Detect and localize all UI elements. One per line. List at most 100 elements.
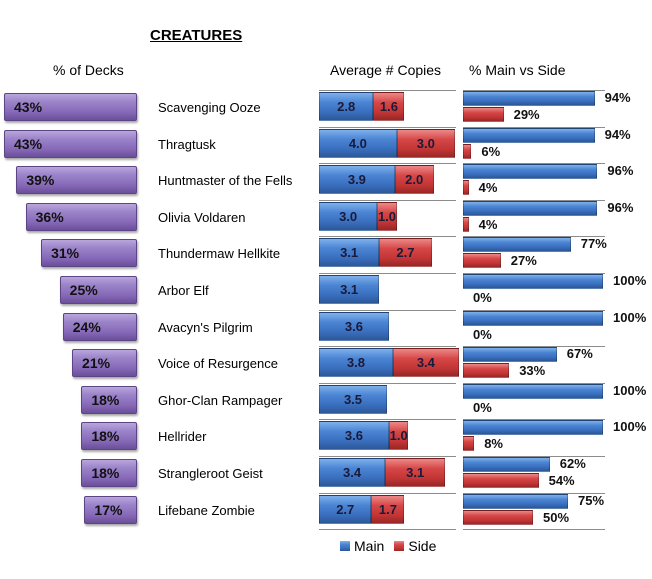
pct-main-label: 96%: [607, 163, 634, 179]
category-label: Lifebane Zombie: [158, 502, 255, 518]
pct-side-bar: [463, 509, 533, 525]
pct-main-bar: [463, 383, 603, 399]
decks-bar: [72, 349, 137, 378]
copies-main-bar: 3.0: [319, 201, 378, 231]
copies-main-bar: 3.1: [319, 238, 380, 268]
main-side-separator: [463, 456, 605, 457]
pct-side-bar: [463, 253, 501, 269]
copies-separator: [319, 90, 456, 91]
pct-side-bar: [463, 143, 472, 159]
decks-bar: [16, 166, 137, 195]
category-label: Arbor Elf: [158, 283, 209, 298]
pct-side-label: 33%: [519, 363, 546, 379]
pct-main-bar: [463, 420, 603, 436]
pct-side-label: 0%: [473, 290, 492, 305]
decks-bar: [84, 495, 137, 524]
copies-side-bar: 1.0: [388, 421, 409, 451]
category-label: Strangleroot Geist: [158, 466, 263, 481]
decks-bar-label: 18%: [91, 428, 120, 445]
pct-main-bar: [463, 127, 595, 143]
main-side-separator: [463, 529, 605, 531]
main-side-separator: [463, 126, 605, 128]
copies-main-bar: 3.4: [319, 458, 386, 487]
decks-bar-label: 43%: [14, 99, 43, 115]
chart-title: CREATURES: [150, 27, 243, 44]
pct-main-bar: [463, 91, 595, 106]
decks-bar: [81, 422, 137, 451]
pct-side-label: 0%: [473, 399, 492, 415]
copies-side-bar: 1.6: [373, 92, 405, 121]
copies-side-bar: 1.7: [371, 494, 405, 524]
pct-main-label: 67%: [566, 346, 593, 362]
pct-main-label: 94%: [604, 126, 631, 142]
decks-bar-label: 17%: [94, 501, 123, 518]
main-side-separator: [463, 163, 605, 165]
copies-separator: [319, 236, 456, 238]
copies-main-bar: 2.7: [319, 494, 372, 524]
copies-separator: [319, 309, 456, 311]
main-side-separator: [463, 199, 605, 201]
copies-separator: [319, 163, 456, 165]
category-label: Huntmaster of the Fells: [158, 173, 293, 189]
pct-main-label: 96%: [607, 199, 634, 215]
copies-separator: [319, 346, 456, 348]
decks-bar-label: 43%: [14, 135, 43, 152]
pct-main-bar: [463, 164, 598, 180]
category-label: Thragtusk: [158, 136, 216, 152]
copies-side-bar: 3.1: [385, 458, 446, 487]
category-label: Ghor-Clan Rampager: [158, 392, 283, 408]
decks-bar-label: 36%: [35, 208, 64, 225]
copies-separator: [319, 273, 456, 274]
decks-bar: [25, 202, 137, 231]
decks-panel-title: % of Decks: [53, 62, 124, 78]
main-side-separator: [463, 419, 605, 421]
pct-side-bar: [463, 363, 510, 379]
copies-panel-title: Average # Copies: [330, 62, 442, 78]
copies-separator: [319, 199, 456, 201]
decks-bar: [41, 239, 137, 268]
decks-bar-label: 39%: [26, 172, 55, 189]
decks-bar: [81, 459, 137, 487]
pct-side-bar: [463, 216, 469, 232]
category-label: Scavenging Ooze: [158, 100, 261, 115]
copies-side-bar: 3.4: [392, 348, 459, 378]
pct-main-label: 62%: [559, 456, 586, 471]
main-side-separator: [463, 346, 605, 348]
pct-main-label: 100%: [613, 309, 647, 325]
decks-bar-label: 31%: [51, 245, 80, 262]
category-label: Thundermaw Hellkite: [158, 246, 281, 262]
copies-separator: [319, 529, 456, 531]
decks-bar: [62, 312, 137, 341]
pct-side-label: 50%: [543, 509, 570, 525]
legend-item-main: Main: [340, 538, 384, 554]
pct-main-label: 100%: [613, 273, 647, 288]
decks-bar-label: 18%: [91, 465, 120, 481]
legend-swatch-side: [394, 541, 405, 551]
main-side-separator: [463, 382, 605, 384]
pct-main-label: 100%: [613, 382, 647, 398]
pct-side-bar: [463, 473, 539, 488]
category-label: Voice of Resurgence: [158, 356, 278, 372]
copies-main-bar: 3.6: [319, 421, 389, 451]
pct-side-bar: [463, 436, 475, 452]
main-side-separator: [463, 309, 605, 311]
copies-side-bar: 1.0: [377, 201, 397, 231]
decks-bar-label: 24%: [72, 318, 101, 335]
main-side-separator: [463, 492, 605, 494]
category-label: Olivia Voldaren: [158, 209, 246, 225]
legend-item-side: Side: [394, 538, 436, 554]
copies-main-bar: 4.0: [319, 128, 397, 158]
pct-main-bar: [463, 347, 557, 363]
copies-main-bar: 3.8: [319, 348, 393, 378]
decks-bar-label: 25%: [69, 282, 98, 298]
pct-main-label: 100%: [613, 419, 647, 435]
pct-main-bar: [463, 457, 550, 472]
decks-bar: [81, 385, 137, 414]
copies-side-bar: 2.7: [379, 238, 432, 268]
pct-main-bar: [463, 237, 571, 253]
main-side-separator: [463, 90, 605, 91]
copies-separator: [319, 456, 456, 457]
pct-main-bar: [463, 200, 598, 216]
pct-side-bar: [463, 107, 504, 122]
